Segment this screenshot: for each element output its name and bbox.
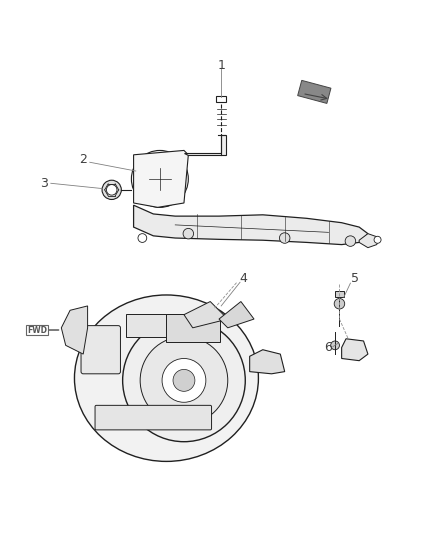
Circle shape (334, 298, 345, 309)
Polygon shape (134, 205, 368, 245)
Text: 5: 5 (351, 272, 359, 285)
Circle shape (183, 229, 194, 239)
Polygon shape (61, 306, 88, 354)
Polygon shape (219, 302, 254, 328)
Circle shape (102, 180, 121, 199)
Circle shape (138, 233, 147, 243)
Circle shape (106, 184, 117, 195)
FancyBboxPatch shape (298, 80, 331, 103)
Circle shape (145, 164, 175, 194)
Circle shape (131, 150, 188, 207)
Polygon shape (184, 302, 228, 328)
FancyBboxPatch shape (126, 314, 207, 337)
Text: FWD: FWD (27, 326, 47, 335)
FancyBboxPatch shape (81, 326, 120, 374)
Text: 4: 4 (239, 272, 247, 285)
Circle shape (173, 369, 195, 391)
Circle shape (162, 359, 206, 402)
Text: 1: 1 (217, 59, 225, 71)
Ellipse shape (74, 295, 258, 462)
Polygon shape (184, 135, 226, 155)
Circle shape (345, 236, 356, 246)
FancyBboxPatch shape (216, 96, 226, 102)
Polygon shape (359, 233, 379, 248)
FancyBboxPatch shape (95, 405, 212, 430)
Polygon shape (250, 350, 285, 374)
Circle shape (140, 336, 228, 424)
Text: 2: 2 (79, 152, 87, 166)
Polygon shape (134, 150, 188, 207)
Circle shape (123, 319, 245, 442)
Circle shape (279, 233, 290, 243)
Circle shape (331, 341, 339, 350)
Text: 3: 3 (40, 177, 48, 190)
Text: 6: 6 (324, 341, 332, 354)
FancyBboxPatch shape (335, 292, 344, 297)
FancyBboxPatch shape (166, 314, 220, 342)
Polygon shape (342, 339, 368, 361)
Circle shape (374, 236, 381, 243)
